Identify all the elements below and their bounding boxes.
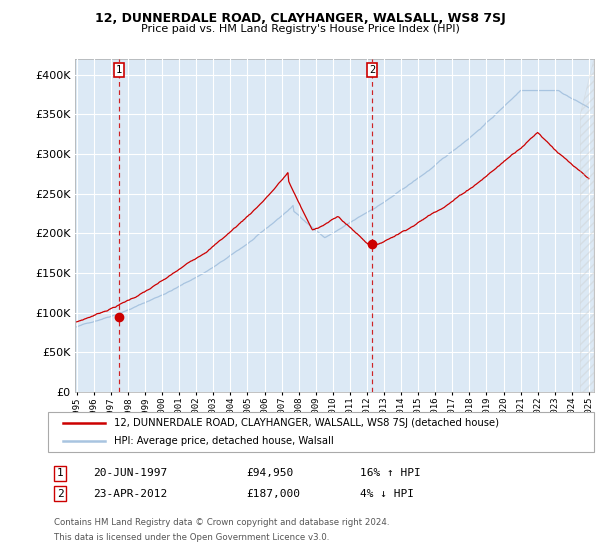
Text: 12, DUNNERDALE ROAD, CLAYHANGER, WALSALL, WS8 7SJ: 12, DUNNERDALE ROAD, CLAYHANGER, WALSALL… xyxy=(95,12,505,25)
Text: 1: 1 xyxy=(116,65,122,75)
Text: £187,000: £187,000 xyxy=(246,489,300,499)
Text: 1: 1 xyxy=(56,468,64,478)
Text: £94,950: £94,950 xyxy=(246,468,293,478)
Text: 2: 2 xyxy=(56,489,64,499)
Text: 16% ↑ HPI: 16% ↑ HPI xyxy=(360,468,421,478)
Text: This data is licensed under the Open Government Licence v3.0.: This data is licensed under the Open Gov… xyxy=(54,533,329,542)
Text: 23-APR-2012: 23-APR-2012 xyxy=(93,489,167,499)
Text: Price paid vs. HM Land Registry's House Price Index (HPI): Price paid vs. HM Land Registry's House … xyxy=(140,24,460,34)
Text: 4% ↓ HPI: 4% ↓ HPI xyxy=(360,489,414,499)
Text: Contains HM Land Registry data © Crown copyright and database right 2024.: Contains HM Land Registry data © Crown c… xyxy=(54,518,389,527)
Text: 12, DUNNERDALE ROAD, CLAYHANGER, WALSALL, WS8 7SJ (detached house): 12, DUNNERDALE ROAD, CLAYHANGER, WALSALL… xyxy=(114,418,499,428)
Text: 2: 2 xyxy=(369,65,376,75)
Text: HPI: Average price, detached house, Walsall: HPI: Average price, detached house, Wals… xyxy=(114,436,334,446)
Text: 20-JUN-1997: 20-JUN-1997 xyxy=(93,468,167,478)
